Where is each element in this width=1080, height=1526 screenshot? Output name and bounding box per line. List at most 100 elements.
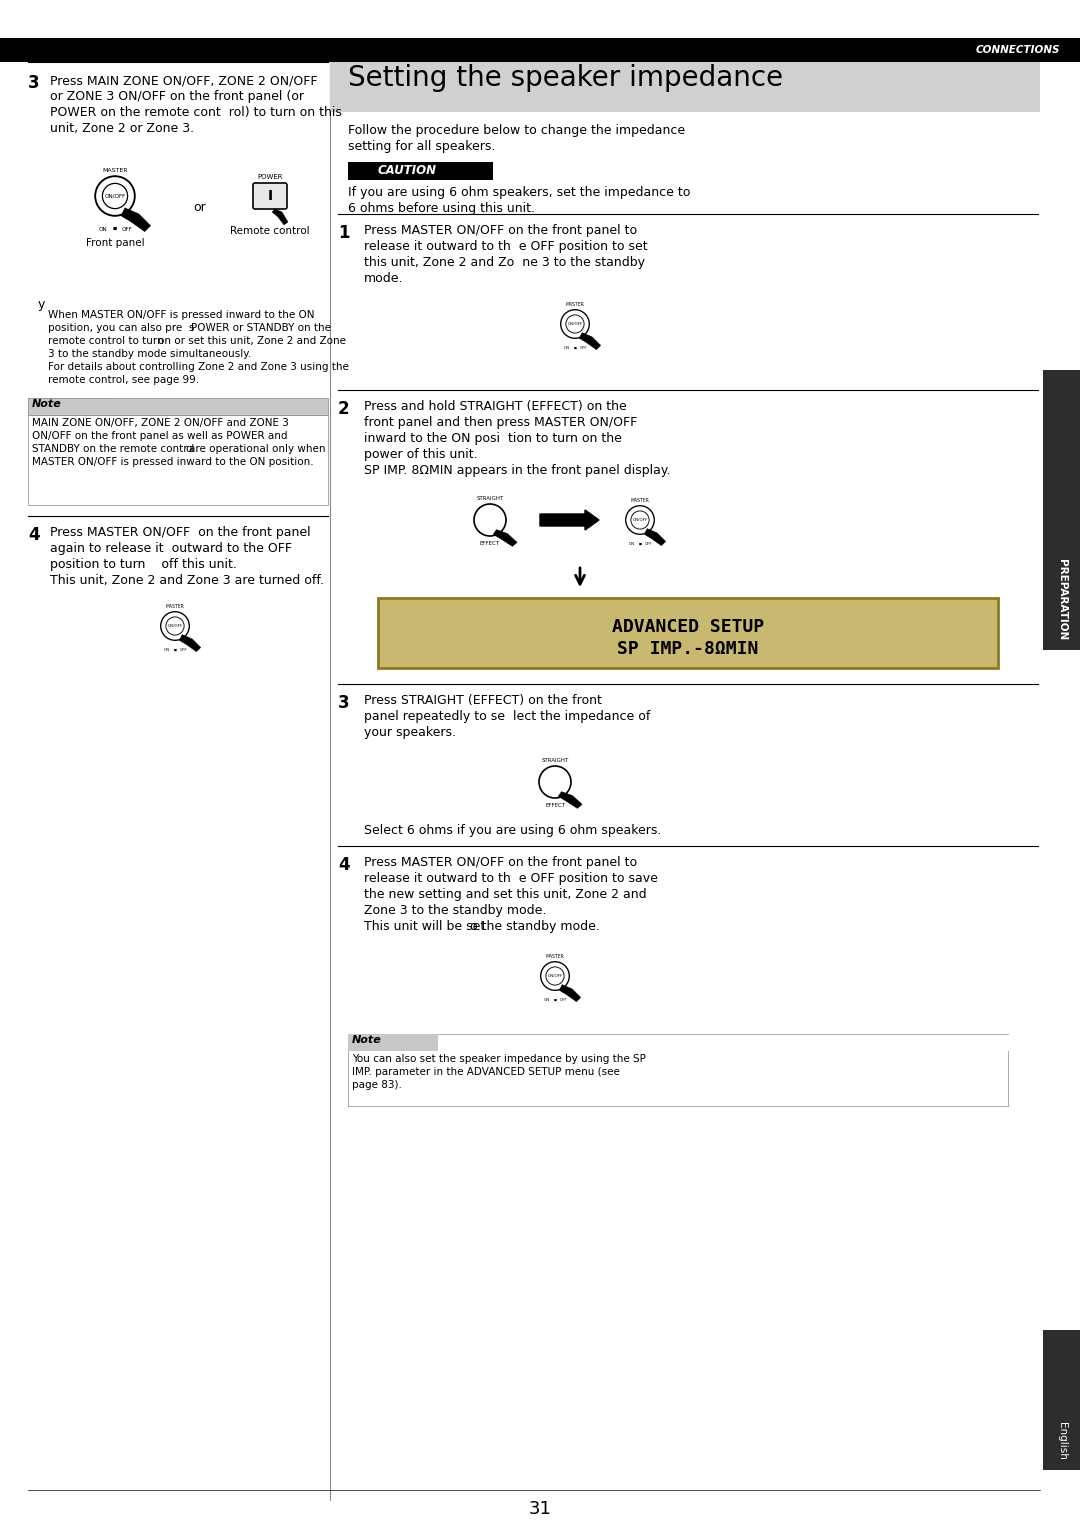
Text: ON/OFF: ON/OFF — [167, 624, 183, 629]
Text: or ZONE 3 ON/OFF on the front panel (or: or ZONE 3 ON/OFF on the front panel (or — [50, 90, 303, 102]
Text: STRAIGHT: STRAIGHT — [541, 758, 569, 763]
Text: 3: 3 — [28, 73, 40, 92]
Text: MASTER: MASTER — [545, 954, 565, 958]
Text: PREPARATION: PREPARATION — [1057, 559, 1067, 639]
Bar — [28, 398, 108, 415]
Text: 2: 2 — [338, 400, 350, 418]
Text: inward to the ON posi  tion to turn on the: inward to the ON posi tion to turn on th… — [364, 432, 622, 446]
Polygon shape — [179, 635, 201, 652]
Text: Press and hold STRAIGHT (EFFECT) on the: Press and hold STRAIGHT (EFFECT) on the — [364, 400, 626, 414]
Text: on or set this unit, Zone 2 and Zone: on or set this unit, Zone 2 and Zone — [158, 336, 346, 346]
Text: power of this unit.: power of this unit. — [364, 449, 477, 461]
Text: OFF: OFF — [645, 542, 652, 546]
Text: ■: ■ — [638, 542, 642, 546]
Bar — [348, 1035, 438, 1051]
Text: are operational only when: are operational only when — [189, 444, 325, 455]
Text: ■: ■ — [174, 649, 176, 652]
Bar — [348, 162, 492, 180]
Text: 6 ohms before using this unit.: 6 ohms before using this unit. — [348, 201, 535, 215]
Text: 4: 4 — [28, 526, 40, 543]
Text: ON: ON — [163, 649, 170, 652]
Text: ON: ON — [564, 346, 569, 349]
Polygon shape — [645, 528, 665, 546]
Bar — [378, 598, 998, 668]
Text: s: s — [188, 324, 193, 333]
Bar — [1043, 1331, 1080, 1470]
Text: ON: ON — [629, 542, 634, 546]
Text: again to release it  outward to the OFF: again to release it outward to the OFF — [50, 542, 292, 555]
Text: ON: ON — [543, 998, 550, 1003]
Bar — [330, 63, 1040, 111]
Text: MASTER: MASTER — [103, 168, 127, 172]
Text: Setting the speaker impedance: Setting the speaker impedance — [348, 64, 783, 92]
Bar — [28, 398, 328, 415]
Polygon shape — [558, 792, 582, 809]
Text: If you are using 6 ohm speakers, set the impedance to: If you are using 6 ohm speakers, set the… — [348, 186, 690, 198]
Text: 4: 4 — [338, 856, 350, 874]
Text: ON/OFF: ON/OFF — [105, 194, 125, 198]
Text: SP IMP. 8ΩMIN appears in the front panel display.: SP IMP. 8ΩMIN appears in the front panel… — [364, 464, 671, 478]
Text: OFF: OFF — [580, 346, 588, 349]
Text: STANDBY on the remote contr: STANDBY on the remote contr — [32, 444, 188, 455]
Text: I: I — [268, 189, 272, 203]
Text: OFF: OFF — [559, 998, 567, 1003]
Text: position to turn    off this unit.: position to turn off this unit. — [50, 559, 237, 571]
Text: EFFECT: EFFECT — [480, 542, 500, 546]
Text: ■: ■ — [113, 226, 117, 230]
Text: SP IMP.-8ΩMIN: SP IMP.-8ΩMIN — [618, 639, 758, 658]
Text: Zone 3 to the standby mode.: Zone 3 to the standby mode. — [364, 903, 546, 917]
Text: This unit, Zone 2 and Zone 3 are turned off.: This unit, Zone 2 and Zone 3 are turned … — [50, 574, 324, 588]
Text: ADVANCED SETUP: ADVANCED SETUP — [612, 618, 765, 636]
Text: release it outward to th  e OFF position to save: release it outward to th e OFF position … — [364, 871, 658, 885]
Text: ol: ol — [185, 444, 194, 455]
Text: IMP. parameter in the ADVANCED SETUP menu (see: IMP. parameter in the ADVANCED SETUP men… — [352, 1067, 620, 1077]
Bar — [1043, 369, 1080, 650]
Text: position, you can also pre: position, you can also pre — [48, 324, 183, 333]
Polygon shape — [272, 209, 288, 224]
Text: Follow the procedure below to change the impedance: Follow the procedure below to change the… — [348, 124, 685, 137]
Text: or: or — [193, 201, 206, 214]
Text: ON/OFF: ON/OFF — [633, 517, 648, 522]
Text: Front panel: Front panel — [85, 238, 145, 249]
Text: mode.: mode. — [364, 272, 404, 285]
Text: English: English — [1057, 1422, 1067, 1460]
Polygon shape — [559, 984, 581, 1001]
Text: STRAIGHT: STRAIGHT — [476, 496, 503, 501]
FancyBboxPatch shape — [253, 183, 287, 209]
Text: Press STRAIGHT (EFFECT) on the front: Press STRAIGHT (EFFECT) on the front — [364, 694, 602, 707]
Text: 1: 1 — [338, 224, 350, 243]
Text: Remote control: Remote control — [230, 226, 310, 237]
Text: release it outward to th  e OFF position to set: release it outward to th e OFF position … — [364, 240, 648, 253]
Text: OFF: OFF — [179, 649, 188, 652]
Text: MASTER ON/OFF is pressed inward to the ON position.: MASTER ON/OFF is pressed inward to the O… — [32, 456, 313, 467]
Bar — [348, 162, 1028, 180]
Text: Select 6 ohms if you are using 6 ohm speakers.: Select 6 ohms if you are using 6 ohm spe… — [364, 824, 661, 836]
Text: remote control to turn: remote control to turn — [48, 336, 164, 346]
Text: y: y — [38, 298, 45, 311]
Text: Press MAIN ZONE ON/OFF, ZONE 2 ON/OFF: Press MAIN ZONE ON/OFF, ZONE 2 ON/OFF — [50, 73, 318, 87]
Text: MASTER: MASTER — [566, 302, 584, 307]
Polygon shape — [494, 530, 517, 546]
Text: MASTER: MASTER — [631, 497, 649, 502]
Text: When MASTER ON/OFF is pressed inward to the ON: When MASTER ON/OFF is pressed inward to … — [48, 310, 314, 320]
Text: POWER or STANDBY on the: POWER or STANDBY on the — [191, 324, 330, 333]
Polygon shape — [121, 208, 150, 232]
Text: 3: 3 — [338, 694, 350, 713]
Text: front panel and then press MASTER ON/OFF: front panel and then press MASTER ON/OFF — [364, 417, 637, 429]
Text: MAIN ZONE ON/OFF, ZONE 2 ON/OFF and ZONE 3: MAIN ZONE ON/OFF, ZONE 2 ON/OFF and ZONE… — [32, 418, 288, 427]
Text: ON/OFF on the front panel as well as POWER and: ON/OFF on the front panel as well as POW… — [32, 430, 287, 441]
Text: Note: Note — [352, 1035, 381, 1045]
Text: CAUTION: CAUTION — [378, 163, 437, 177]
Text: POWER: POWER — [257, 174, 283, 180]
Text: MASTER: MASTER — [165, 604, 185, 609]
Bar — [0, 38, 1080, 63]
Polygon shape — [579, 333, 600, 349]
Text: Note: Note — [32, 398, 62, 409]
Text: Press MASTER ON/OFF on the front panel to: Press MASTER ON/OFF on the front panel t… — [364, 224, 637, 237]
Text: remote control, see page 99.: remote control, see page 99. — [48, 375, 199, 385]
Text: You can also set the speaker impedance by using the SP: You can also set the speaker impedance b… — [352, 1054, 646, 1064]
Text: o the standby mode.: o the standby mode. — [470, 920, 599, 932]
Text: unit, Zone 2 or Zone 3.: unit, Zone 2 or Zone 3. — [50, 122, 194, 134]
Text: setting for all speakers.: setting for all speakers. — [348, 140, 496, 153]
Text: For details about controlling Zone 2 and Zone 3 using the: For details about controlling Zone 2 and… — [48, 362, 349, 372]
